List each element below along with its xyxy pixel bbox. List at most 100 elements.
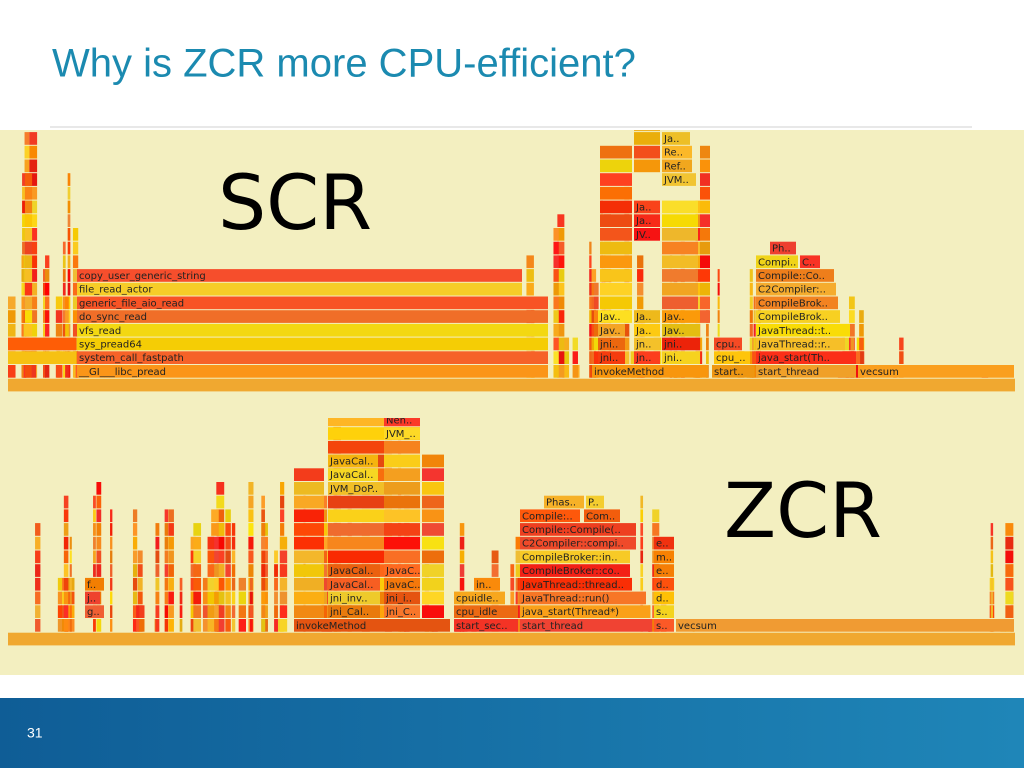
frame	[261, 550, 266, 564]
frame-label: do_sync_read	[79, 312, 147, 323]
frame	[22, 296, 26, 310]
frame	[63, 605, 69, 618]
frame	[139, 619, 145, 632]
frame	[899, 337, 904, 351]
frame	[899, 351, 904, 364]
frame	[55, 365, 63, 378]
frame-label: CompileBroker::in..	[522, 552, 618, 563]
frame	[261, 564, 266, 577]
frame	[231, 536, 236, 550]
frame	[225, 564, 231, 577]
frame	[662, 269, 698, 282]
frame-label: g..	[87, 607, 100, 618]
frame	[1005, 523, 1014, 536]
frame	[600, 186, 632, 200]
frame	[96, 495, 102, 509]
frame	[8, 296, 16, 310]
frame	[634, 132, 660, 145]
frame	[67, 255, 71, 269]
frame	[24, 296, 33, 310]
frame	[321, 605, 328, 618]
frame	[700, 228, 710, 241]
frame	[216, 509, 225, 523]
frame	[110, 536, 113, 550]
frame	[557, 310, 565, 323]
frame	[190, 605, 196, 618]
frame	[22, 365, 26, 378]
frame-label: jn..	[635, 339, 651, 350]
frame	[640, 564, 644, 577]
frame	[557, 214, 565, 227]
frame	[164, 605, 169, 618]
frame	[749, 351, 753, 364]
frame	[459, 536, 465, 550]
frame-label: jni_i..	[385, 593, 412, 604]
frame	[600, 269, 632, 282]
frame	[384, 550, 420, 564]
frame	[634, 228, 660, 241]
frame-label: Com..	[586, 511, 615, 522]
frame-label: cpu..	[716, 339, 741, 350]
frame	[562, 365, 570, 378]
frame	[640, 495, 644, 509]
frame	[248, 550, 254, 564]
frame	[520, 605, 650, 618]
frame	[640, 509, 644, 523]
frame	[600, 241, 632, 255]
frame	[225, 577, 231, 591]
frame	[110, 550, 113, 564]
frame	[756, 337, 845, 351]
frame	[598, 323, 625, 337]
scr-flame-graph: copy_user_generic_string file_read_actorg…	[8, 130, 1015, 392]
frame	[72, 269, 79, 282]
frame	[279, 550, 288, 564]
frame	[589, 365, 592, 378]
frame-label: Compi..	[758, 257, 796, 268]
frame	[662, 296, 698, 310]
frame	[45, 255, 50, 269]
frame	[22, 173, 26, 186]
frame	[274, 605, 278, 618]
frame	[384, 509, 420, 523]
frame	[517, 619, 520, 632]
frame	[22, 323, 26, 337]
frame	[637, 282, 644, 296]
frame	[63, 550, 69, 564]
frame	[62, 296, 66, 310]
frame	[21, 282, 24, 296]
frame	[589, 337, 592, 351]
frame	[753, 323, 756, 337]
frame	[67, 186, 71, 200]
frame	[132, 536, 138, 550]
frame	[8, 351, 76, 364]
frame	[21, 310, 24, 323]
frame	[990, 591, 994, 605]
frame	[624, 323, 630, 337]
frame	[756, 269, 834, 282]
frame	[600, 200, 632, 214]
frame	[69, 577, 72, 591]
frame	[384, 564, 420, 577]
frame	[630, 351, 637, 364]
frame-label: CompileBroker::co..	[522, 566, 620, 577]
frame	[193, 536, 202, 550]
frame	[231, 550, 236, 564]
frame	[593, 323, 599, 337]
frame-label: Ph..	[772, 244, 791, 255]
frame	[164, 619, 169, 632]
frame	[55, 310, 63, 323]
frame	[261, 536, 266, 550]
frame	[69, 619, 72, 632]
frame-label: d..	[656, 593, 669, 604]
frame	[132, 591, 138, 605]
frame	[422, 468, 444, 481]
frame	[96, 564, 102, 577]
frame	[700, 186, 710, 200]
frame-label: e..	[656, 566, 669, 577]
frame-label: start..	[714, 367, 744, 378]
frame	[294, 536, 324, 550]
frame	[132, 619, 138, 632]
frame	[69, 605, 72, 618]
frame	[321, 564, 328, 577]
frame	[22, 200, 26, 214]
